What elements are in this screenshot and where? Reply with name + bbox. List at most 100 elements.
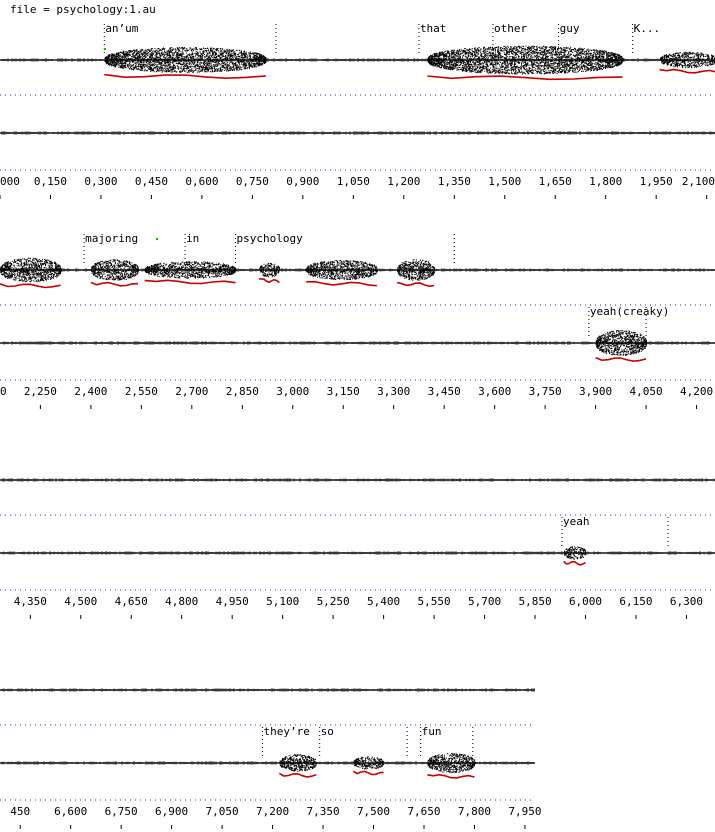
green-marker [104,48,106,50]
speech-segment [306,259,378,287]
tick-label: 0,600 [185,175,218,188]
pitch-contour [144,279,236,285]
track-speaker-b [0,131,715,171]
tick-label: 6,000 [569,595,602,608]
word-label: they’re [263,725,309,738]
tick-label: 3,600 [478,385,511,398]
speech-waveform [595,330,647,356]
time-axis: 4,350 4,500 4,650 4,800 4,950 5,100 5,250 5,400… [14,595,703,619]
speech-waveform [104,47,267,73]
track-speaker-a: majoring in psychology [0,232,715,306]
file-label: file = psychology:1.au [10,3,156,16]
tick-label: 2,700 [175,385,208,398]
word-label: psychology [237,232,304,245]
speech-segment [595,330,647,363]
row-1: an’um that other guy K...000 0,150 0,300 0,450 0… [0,22,715,199]
word-label: that [420,22,447,35]
tick-label: 7,500 [357,805,390,818]
tick-label: 6,600 [54,805,87,818]
tick-label: 3,000 [276,385,309,398]
tick-label: 3,150 [327,385,360,398]
tick-label: 1,800 [589,175,622,188]
speech-waveform [427,45,624,75]
speech-waveform [397,259,436,281]
speech-segment [352,756,385,776]
tick-label: 450 [10,805,30,818]
track-speaker-b-noise [0,551,715,555]
tick-label: 2,850 [226,385,259,398]
tick-label: 4,350 [14,595,47,608]
track-speaker-a: an’um that other guy K... [0,22,715,96]
word-label: yeah(creaky) [590,305,669,318]
speech-waveform [306,259,378,281]
speech-segment [144,261,237,285]
speech-waveform [659,51,715,69]
pitch-contour [563,560,586,566]
tick-label: 5,850 [518,595,551,608]
track-speaker-b-noise [0,131,715,135]
row-3: yeah 4,350 4,500 4,650 4,800 4,950 5,100 5,250 5… [0,478,715,619]
tick-label: 0 [0,385,7,398]
tick-label: 7,200 [256,805,289,818]
pitch-contour [259,277,280,284]
pitch-contour [278,772,317,778]
speech-waveform [90,259,139,281]
pitch-contour [427,75,623,81]
row-2: majoring in psychology yeah(creaky) 0 2,250 2,… [0,232,715,409]
pitch-contour [396,281,435,288]
speech-waveform [353,756,385,770]
tick-label: 5,550 [418,595,451,608]
tick-label: 2,100 [682,175,715,188]
speech-segment [396,259,436,288]
track-speaker-b: yeah [0,515,715,591]
tick-label: 6,150 [619,595,652,608]
pitch-contour [90,281,139,287]
word-label: other [494,22,527,35]
speech-waveform [144,261,237,279]
tick-label: 5,700 [468,595,501,608]
pitch-contour [427,773,475,779]
speech-segment [427,45,624,81]
track-speaker-b-noise [0,341,715,345]
tick-label: 0,750 [236,175,269,188]
tick-label: 3,300 [377,385,410,398]
word-label: majoring [85,232,138,245]
tick-label: 6,750 [105,805,138,818]
tick-label: 4,800 [165,595,198,608]
tick-label: 5,400 [367,595,400,608]
tick-label: 7,350 [306,805,339,818]
tick-label: 1,350 [438,175,471,188]
tick-label: 0,300 [84,175,117,188]
waveform-rows: an’um that other guy K...000 0,150 0,300 0,450 0… [0,22,715,829]
tick-label: 3,750 [529,385,562,398]
track-speaker-a-noise [0,478,715,482]
pitch-contour [104,73,266,80]
track-speaker-b: yeah(creaky) [0,305,715,381]
tick-label: 6,900 [155,805,188,818]
track-speaker-b: they’re so fun [0,725,536,801]
tick-label: 3,450 [428,385,461,398]
tick-label: 4,050 [630,385,663,398]
speech-segment [659,51,715,74]
speech-segment [259,262,281,284]
word-label: in [186,232,199,245]
pitch-contour [306,280,377,287]
tick-label: 7,950 [508,805,541,818]
tick-label: 5,250 [317,595,350,608]
tick-label: 5,100 [266,595,299,608]
tick-label: 000 [0,175,20,188]
track-speaker-a [0,688,536,726]
word-label: fun [422,725,442,738]
green-marker [156,238,158,240]
word-label: so [321,725,334,738]
word-label: guy [560,22,580,35]
tick-label: 1,200 [387,175,420,188]
tick-label: 0,150 [34,175,67,188]
speech-waveform [563,546,587,560]
tick-label: 0,900 [286,175,319,188]
speech-waveform [0,257,62,283]
word-label: yeah [563,515,590,528]
word-label: an’um [105,22,138,35]
tick-label: 2,250 [24,385,57,398]
